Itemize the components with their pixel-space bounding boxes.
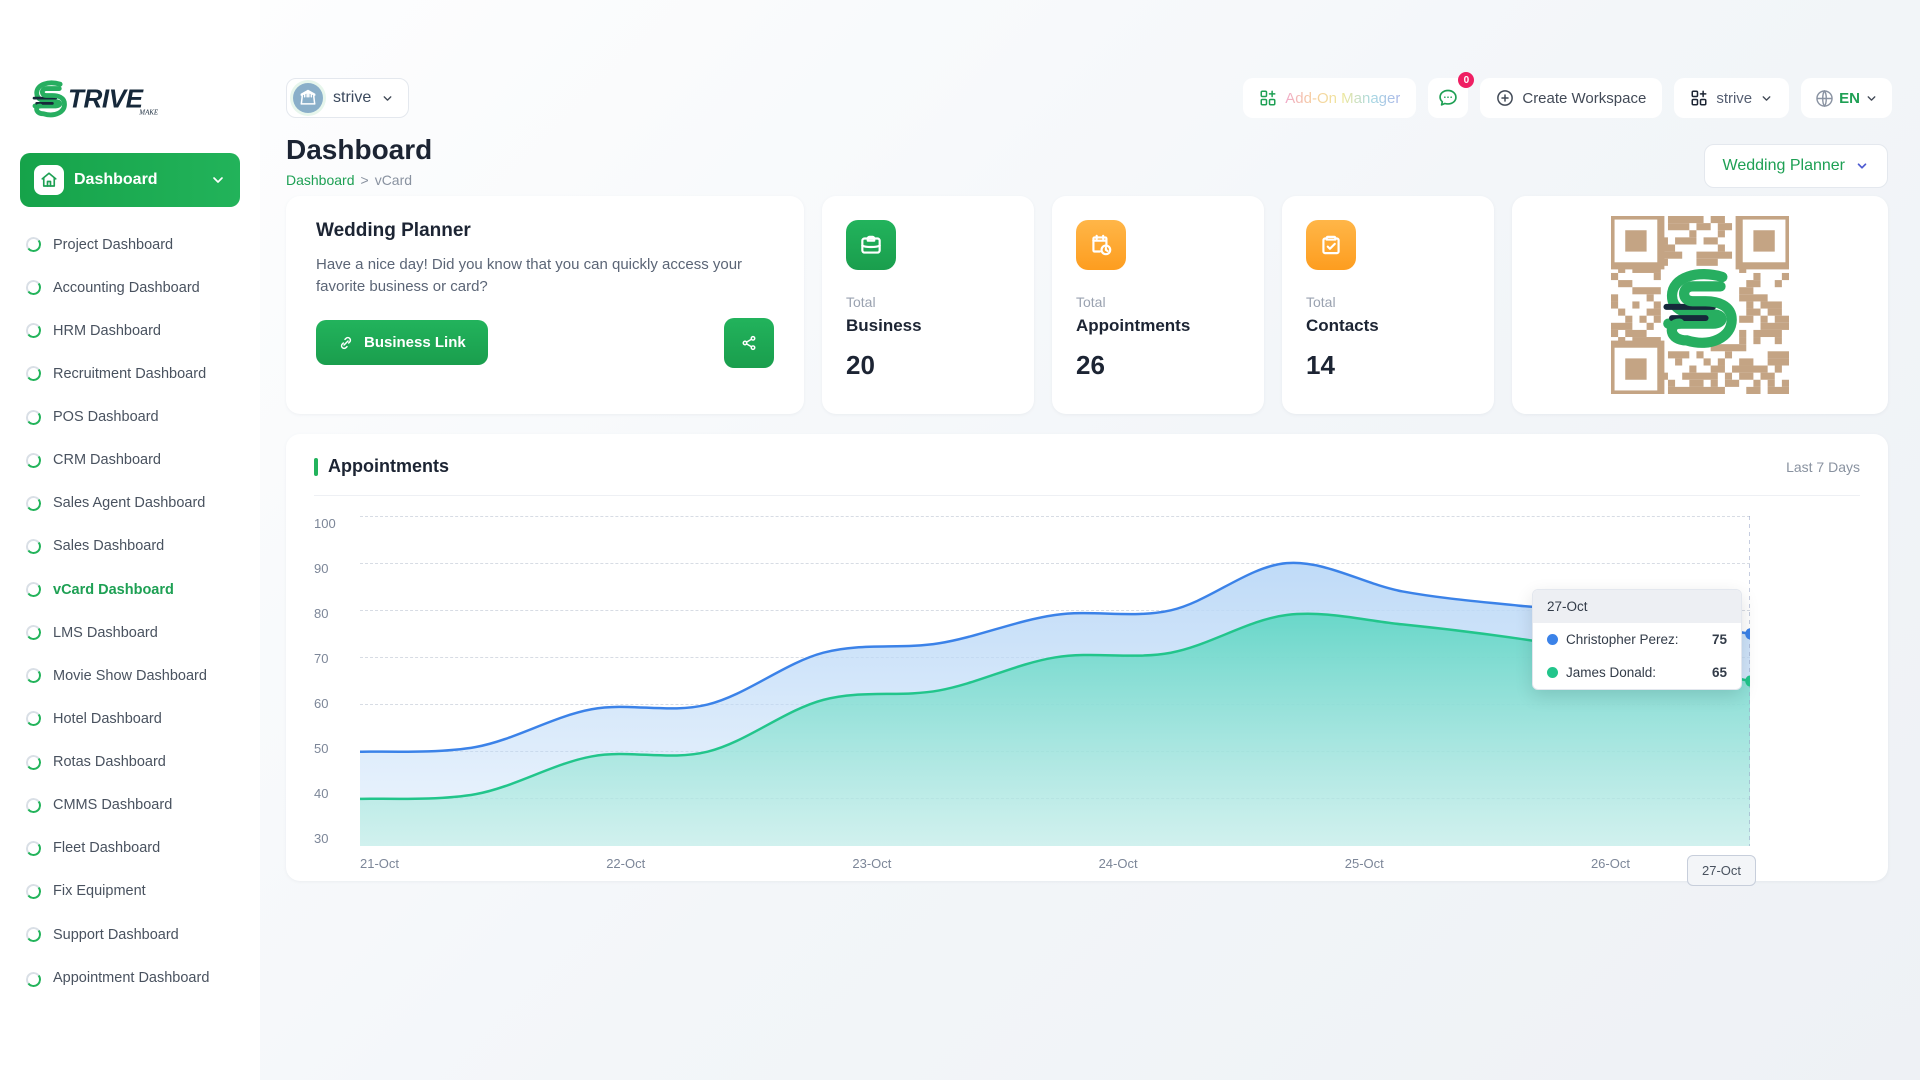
svg-text:TRIVE: TRIVE [68, 84, 145, 114]
svg-text:MAKE: MAKE [138, 109, 159, 117]
